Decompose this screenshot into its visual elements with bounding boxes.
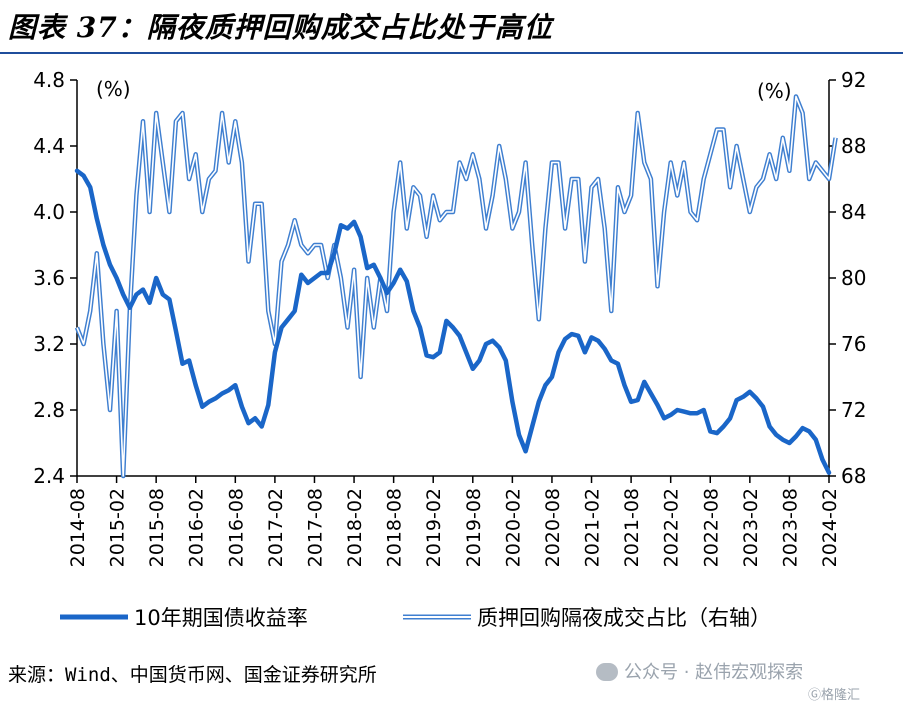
x-tick-label: 2018-02	[344, 488, 366, 567]
left-tick-label: 4.0	[33, 200, 65, 224]
left-tick-label: 2.4	[33, 464, 65, 488]
right-axis-unit: (%)	[757, 79, 792, 103]
dual-axis-line-chart: 2.4 2.8 3.2 3.6 4.0 4.4 4.8 68 72 76 80 84 88 92 201…	[33, 68, 866, 630]
x-axis-ticks: 2014-08 2015-02 2015-08 2016-02 2016-08 2017-…	[67, 476, 841, 567]
title-rule	[0, 52, 903, 54]
source-note: 来源：Wind、中国货币网、国金证券研究所	[8, 664, 377, 686]
axes	[76, 80, 830, 477]
legend: 10年期国债收益率 质押回购隔夜成交占比（右轴）	[60, 606, 771, 630]
legend-label-series-2: 质押回购隔夜成交占比（右轴）	[477, 606, 771, 630]
x-tick-label: 2015-02	[107, 488, 129, 567]
series-line-overnight-repo-share-outer	[74, 94, 838, 479]
x-tick-label: 2019-08	[463, 488, 485, 567]
right-tick-label: 68	[841, 464, 866, 488]
wechat-icon	[596, 663, 618, 681]
right-tick-label: 88	[841, 134, 866, 158]
x-tick-label: 2016-02	[186, 488, 208, 567]
x-tick-label: 2021-02	[582, 488, 604, 567]
left-tick-label: 2.8	[33, 398, 65, 422]
chart-title: 图表 37：隔夜质押回购成交占比处于高位	[8, 11, 553, 44]
x-tick-label: 2019-02	[423, 488, 445, 567]
x-tick-label: 2022-08	[700, 488, 722, 567]
x-tick-label: 2024-02	[819, 488, 841, 567]
watermark-corner: Ⓖ格隆汇	[808, 688, 861, 703]
x-tick-label: 2022-02	[661, 488, 683, 567]
x-tick-label: 2020-02	[502, 488, 524, 567]
series-line-overnight-repo-share-inner	[76, 95, 837, 477]
x-tick-label: 2014-08	[67, 488, 89, 567]
x-tick-label: 2021-08	[621, 488, 643, 567]
left-tick-label: 4.4	[33, 134, 65, 158]
x-tick-label: 2018-08	[384, 488, 406, 567]
left-axis-ticks: 2.4 2.8 3.2 3.6 4.0 4.4 4.8	[33, 68, 77, 488]
watermark: 公众号 · 赵伟宏观探索	[596, 658, 803, 684]
left-tick-label: 3.2	[33, 332, 65, 356]
right-tick-label: 72	[841, 398, 866, 422]
left-tick-label: 3.6	[33, 266, 65, 290]
x-tick-label: 2023-08	[779, 488, 801, 567]
x-tick-label: 2016-08	[225, 488, 247, 567]
watermark-text: 公众号 · 赵伟宏观探索	[624, 662, 804, 683]
right-tick-label: 92	[841, 68, 866, 92]
x-tick-label: 2023-02	[740, 488, 762, 567]
right-axis-ticks: 68 72 76 80 84 88 92	[829, 68, 866, 488]
left-axis-unit: (%)	[96, 77, 131, 101]
left-tick-label: 4.8	[33, 68, 65, 92]
series-lines	[74, 94, 838, 479]
x-tick-label: 2017-08	[304, 488, 326, 567]
legend-label-series-1: 10年期国债收益率	[134, 606, 308, 630]
x-tick-label: 2015-08	[146, 488, 168, 567]
right-tick-label: 76	[841, 332, 866, 356]
series-line-10y-yield	[74, 168, 832, 475]
x-tick-label: 2020-08	[542, 488, 564, 567]
right-tick-label: 80	[841, 266, 866, 290]
right-tick-label: 84	[841, 200, 866, 224]
x-tick-label: 2017-02	[265, 488, 287, 567]
